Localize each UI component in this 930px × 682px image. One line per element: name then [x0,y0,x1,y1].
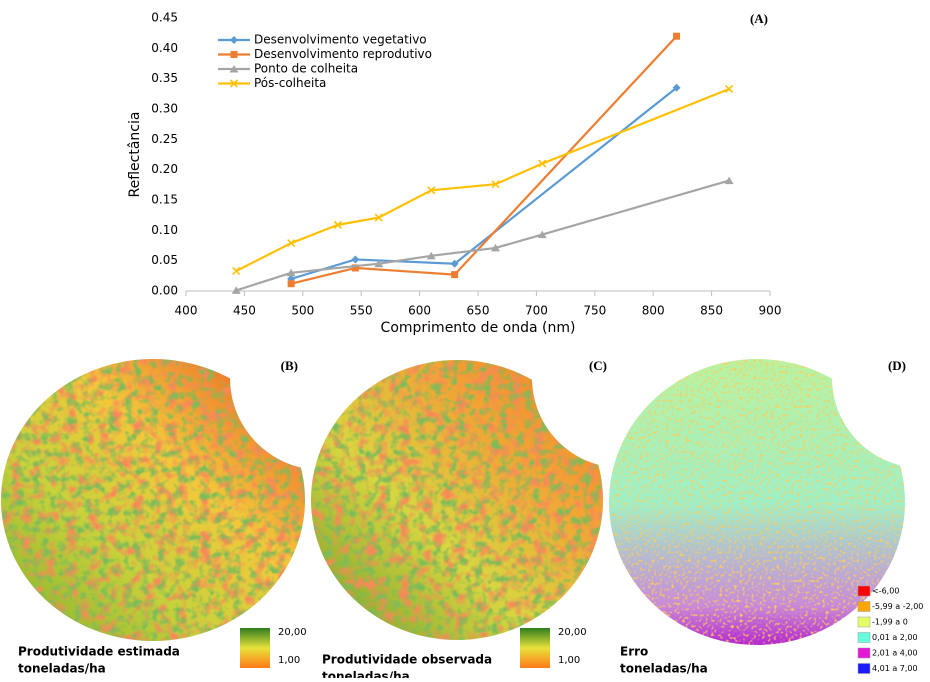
marker [351,264,359,272]
map-estimated [0,355,310,645]
marker [672,83,681,92]
x-tick-label: 600 [408,304,431,318]
y-tick-label: 0.35 [151,71,178,85]
marker [232,266,241,276]
scale-max: 20,00 [278,627,307,638]
map-observed [308,355,608,645]
map-unit: toneladas/ha [18,662,106,676]
y-tick-label: 0.25 [151,132,178,146]
legend-label: <-6,00 [872,587,899,596]
legend-label: -5,99 a -2,00 [872,602,923,611]
marker [374,259,384,268]
marker [537,230,547,239]
legend-label: 4,01 a 7,00 [872,664,918,673]
y-tick-label: 0.05 [151,253,178,267]
marker [450,259,459,268]
x-tick-label: 400 [175,304,198,318]
marker [451,271,459,279]
color-scale [520,628,550,668]
x-tick-label: 750 [583,304,606,318]
scale-min: 1,00 [278,655,300,666]
y-axis-title: Reflectância [127,112,143,198]
marker [286,268,296,277]
y-tick-label: 0.15 [151,193,178,207]
marker [287,280,295,288]
marker [287,239,296,248]
legend-swatch [857,616,871,628]
legend-label: -1,99 a 0 [872,618,908,627]
marker [724,176,734,185]
scale-max: 20,00 [558,627,587,638]
marker [231,286,241,294]
legend-label: Desenvolvimento vegetativo [254,33,427,47]
x-tick-label: 650 [467,304,490,318]
x-tick-label: 850 [700,304,723,318]
legend-label: Pós-colheita [254,76,326,90]
marker [426,251,436,260]
marker [351,255,360,264]
marker [673,32,681,40]
y-tick-label: 0.40 [151,41,178,55]
legend-swatch [857,663,871,674]
color-scale [240,628,270,668]
legend-swatch [857,601,871,612]
legend-label: 2,01 a 4,00 [872,649,918,658]
marker [230,36,238,44]
map-title: Produtividade observada [322,653,492,667]
series-line [235,87,730,272]
panel-label: (A) [750,11,768,26]
legend-swatch [857,647,871,659]
legend-label: Ponto de colheita [254,62,358,76]
panel-label: (D) [888,358,906,373]
marker [427,186,436,195]
x-tick-label: 900 [759,304,782,318]
marker [229,65,239,73]
panel-label: (B) [281,358,298,373]
marker [725,84,734,94]
legend-label: 0,01 a 2,00 [872,633,918,642]
x-tick-label: 500 [291,304,314,318]
y-tick-label: 0.30 [151,102,178,116]
marker [491,243,501,252]
map-error [605,355,910,650]
y-tick-label: 0.10 [151,223,178,237]
marker [229,79,239,88]
marker [491,180,500,189]
x-tick-label: 700 [525,304,548,318]
x-tick-label: 800 [642,304,665,318]
x-tick-label: 450 [233,304,256,318]
map-title: Produtividade estimada [18,645,180,659]
map-unit: toneladas/ha [322,670,410,679]
y-tick-label: 0.00 [151,284,178,298]
marker [230,51,238,58]
legend-label: Desenvolvimento reprodutivo [254,47,432,61]
marker [538,159,547,168]
scale-min: 1,00 [558,655,580,666]
marker [374,213,383,222]
x-axis-title: Comprimento de onda (nm) [381,320,576,336]
map-unit: toneladas/ha [620,662,708,676]
y-tick-label: 0.45 [151,11,178,25]
y-tick-label: 0.20 [151,162,178,176]
x-tick-label: 550 [350,304,373,318]
panel-label: (C) [589,358,607,373]
marker [333,220,342,229]
legend-swatch [857,585,871,597]
legend-swatch [857,632,871,643]
map-title: Erro [620,645,648,659]
